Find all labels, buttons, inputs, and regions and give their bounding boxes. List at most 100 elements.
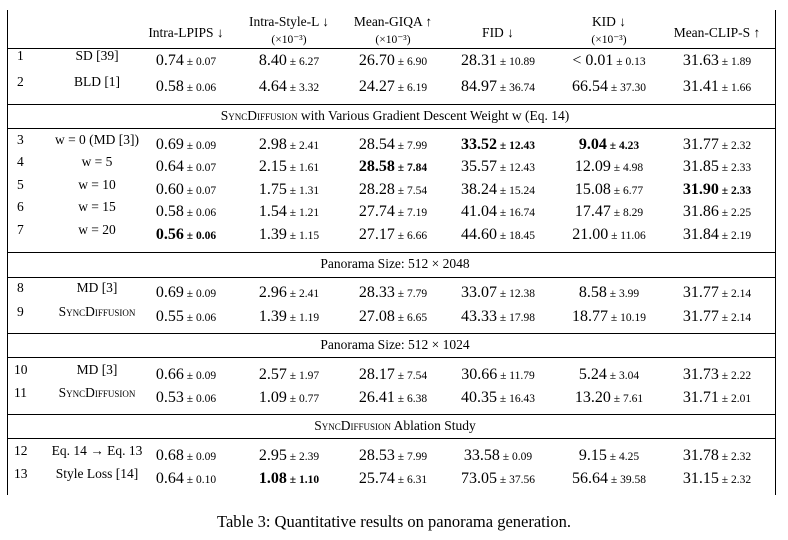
metric-value: 21.00 bbox=[572, 226, 609, 243]
metric-std-value: 2.33 bbox=[730, 185, 752, 197]
metric-std: ± 6.31 bbox=[394, 474, 428, 486]
row-index: 10 bbox=[14, 362, 28, 377]
metric-std: ± 7.54 bbox=[394, 185, 428, 197]
metric-value: 31.63 bbox=[682, 52, 719, 69]
metric-std-value: 4.23 bbox=[618, 140, 640, 152]
metric-cell: 1.54 ± 1.21 bbox=[259, 203, 319, 221]
metric-std: ± 2.33 bbox=[718, 185, 752, 197]
metric-std-value: 16.74 bbox=[509, 207, 535, 219]
metric-std-value: 2.41 bbox=[298, 288, 320, 300]
metric-value: 15.08 bbox=[574, 181, 611, 198]
metric-std: ± 0.06 bbox=[183, 207, 217, 219]
metric-cell: 12.09 ± 4.98 bbox=[575, 158, 643, 176]
metric-std-value: 12.43 bbox=[509, 140, 535, 152]
metric-cell: 0.56 ± 0.06 bbox=[156, 226, 216, 244]
metric-cell: 27.17 ± 6.66 bbox=[359, 226, 427, 244]
metric-std: ± 16.43 bbox=[497, 393, 535, 405]
metric-value: 25.74 bbox=[358, 470, 395, 487]
metric-value: 66.54 bbox=[572, 78, 609, 95]
method-name: Eq. 14 → Eq. 13 bbox=[51, 443, 143, 458]
metric-std: ± 0.09 bbox=[183, 288, 217, 300]
metric-std-value: 10.19 bbox=[620, 312, 646, 324]
metric-cell: 2.57 ± 1.97 bbox=[259, 366, 319, 384]
metric-value: 26.70 bbox=[358, 52, 395, 69]
metric-cell: 0.60 ± 0.07 bbox=[156, 181, 216, 199]
metric-std: ± 2.25 bbox=[718, 207, 752, 219]
column-header: FID ↓ bbox=[482, 25, 514, 40]
row-index: 3 bbox=[17, 132, 24, 147]
metric-std-value: 0.07 bbox=[195, 56, 217, 68]
metric-std: ± 0.09 bbox=[499, 451, 533, 463]
metric-std-value: 11.06 bbox=[620, 230, 646, 242]
metric-std-value: 0.77 bbox=[298, 393, 320, 405]
metric-std-value: 2.01 bbox=[730, 393, 752, 405]
metric-std-value: 2.41 bbox=[298, 140, 320, 152]
metric-std: ± 7.84 bbox=[394, 162, 428, 174]
metric-std: ± 0.06 bbox=[183, 230, 217, 242]
metric-value: 28.17 bbox=[358, 366, 395, 383]
metric-std-value: 12.38 bbox=[509, 288, 535, 300]
metric-std-value: 6.65 bbox=[406, 312, 428, 324]
row-index: 11 bbox=[14, 385, 27, 400]
metric-cell: 28.28 ± 7.54 bbox=[359, 181, 427, 199]
metric-value: 24.27 bbox=[358, 78, 395, 95]
table-rule bbox=[8, 357, 775, 358]
section-title-text: Panorama Size: 512 × 1024 bbox=[320, 337, 470, 352]
row-index: 6 bbox=[17, 199, 24, 214]
metric-value: 28.31 bbox=[461, 52, 498, 69]
metric-std-value: 3.04 bbox=[618, 370, 640, 382]
metric-std: ± 2.41 bbox=[286, 288, 320, 300]
metric-value: 41.04 bbox=[461, 203, 498, 220]
metric-std-value: 1.10 bbox=[298, 474, 320, 486]
metric-value: 38.24 bbox=[461, 181, 498, 198]
metric-std: ± 2.41 bbox=[286, 140, 320, 152]
metric-std: ± 18.45 bbox=[497, 230, 535, 242]
metric-std-value: 12.43 bbox=[509, 162, 535, 174]
metric-std: ± 8.29 bbox=[610, 207, 644, 219]
metric-cell: 1.75 ± 1.31 bbox=[259, 181, 319, 199]
metric-value: 0.60 bbox=[155, 181, 184, 198]
metric-std-value: 7.19 bbox=[406, 207, 428, 219]
metric-value: 0.64 bbox=[155, 470, 184, 487]
metric-value: 9.04 bbox=[578, 136, 607, 153]
metric-cell: 24.27 ± 6.19 bbox=[359, 78, 427, 96]
metric-value: 33.52 bbox=[461, 136, 498, 153]
metric-value: 0.55 bbox=[155, 308, 184, 325]
metric-std-value: 2.25 bbox=[730, 207, 752, 219]
metric-std-value: 6.31 bbox=[406, 474, 428, 486]
metric-std-value: 0.06 bbox=[195, 312, 217, 324]
metric-value: 27.08 bbox=[358, 308, 395, 325]
metric-std: ± 12.43 bbox=[497, 140, 535, 152]
metric-std: ± 3.04 bbox=[606, 370, 640, 382]
metric-std-value: 8.29 bbox=[622, 207, 644, 219]
metric-std-value: 1.97 bbox=[298, 370, 320, 382]
metric-cell: 18.77 ± 10.19 bbox=[572, 308, 646, 326]
metric-value: 28.58 bbox=[358, 158, 395, 175]
metric-cell: 0.58 ± 0.06 bbox=[156, 78, 216, 96]
metric-std: ± 36.74 bbox=[497, 82, 535, 94]
metric-cell: 43.33 ± 17.98 bbox=[461, 308, 535, 326]
metric-cell: 33.58 ± 0.09 bbox=[464, 447, 532, 465]
metric-value: 56.64 bbox=[572, 470, 609, 487]
row-index: 2 bbox=[17, 74, 24, 89]
metric-cell: 28.58 ± 7.84 bbox=[359, 158, 427, 176]
metric-std: ± 4.98 bbox=[610, 162, 644, 174]
metric-std-value: 6.90 bbox=[406, 56, 428, 68]
metric-cell: 17.47 ± 8.29 bbox=[575, 203, 643, 221]
metric-std: ± 6.19 bbox=[394, 82, 428, 94]
metric-std-value: 4.98 bbox=[622, 162, 644, 174]
metric-std: ± 2.33 bbox=[718, 162, 752, 174]
metric-std-value: 0.09 bbox=[511, 451, 533, 463]
metric-value: 31.77 bbox=[682, 284, 719, 301]
metric-std: ± 0.09 bbox=[183, 140, 217, 152]
metric-std-value: 39.58 bbox=[620, 474, 646, 486]
metric-value: 2.95 bbox=[258, 447, 287, 464]
metric-std: ± 3.32 bbox=[286, 82, 320, 94]
metric-value: 27.74 bbox=[358, 203, 395, 220]
metric-std-value: 2.14 bbox=[730, 312, 752, 324]
metric-cell: 8.40 ± 6.27 bbox=[259, 52, 319, 70]
metric-cell: 33.52 ± 12.43 bbox=[461, 136, 535, 154]
metric-value: 1.39 bbox=[258, 308, 287, 325]
metric-cell: 0.64 ± 0.07 bbox=[156, 158, 216, 176]
metric-cell: 13.20 ± 7.61 bbox=[575, 389, 643, 407]
